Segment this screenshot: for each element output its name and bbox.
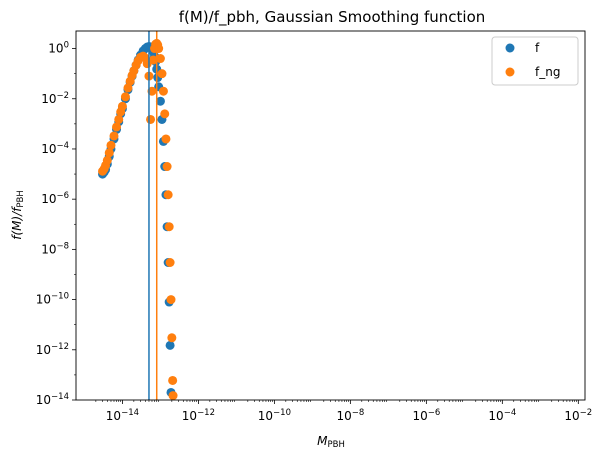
y-tick-label: 10−4 <box>41 141 69 156</box>
data-point <box>104 148 114 158</box>
legend: f f_ng <box>491 36 579 86</box>
data-point <box>160 109 170 119</box>
y-tick-label: 10−14 <box>36 392 69 407</box>
legend-marker-f-ng <box>505 67 515 77</box>
legend-label-f: f <box>535 41 540 55</box>
data-point <box>109 131 119 141</box>
x-tick-label: 10−14 <box>106 408 139 423</box>
data-point <box>148 55 158 65</box>
y-tick-label: 100 <box>48 41 69 56</box>
data-point <box>120 92 130 102</box>
data-point <box>164 222 174 232</box>
data-point <box>162 162 172 172</box>
data-point <box>117 101 127 111</box>
y-tick-label: 10−2 <box>41 91 69 106</box>
data-point <box>166 295 176 305</box>
x-tick-label: 10−4 <box>488 408 516 423</box>
data-point <box>158 86 168 96</box>
x-axis-ticks: 10−14 10−12 10−10 10−8 10−6 10−4 10−2 <box>95 400 592 423</box>
data-point <box>165 258 175 267</box>
data-point <box>106 140 116 150</box>
data-point <box>168 391 178 400</box>
data-point <box>168 375 178 385</box>
data-point <box>165 340 175 350</box>
y-tick-label: 10−8 <box>41 241 69 256</box>
y-axis-label: f(M)/fPBH <box>10 190 26 240</box>
x-axis-label: MPBH <box>317 434 345 450</box>
x-tick-label: 10−6 <box>412 408 440 423</box>
data-point <box>112 122 122 132</box>
x-tick-label: 10−10 <box>258 408 291 423</box>
x-tick-label: 10−8 <box>336 408 364 423</box>
data-point <box>114 114 124 124</box>
x-tick-label: 10−12 <box>182 408 215 423</box>
x-tick-label: 10−2 <box>564 408 592 423</box>
legend-marker-f <box>505 43 515 53</box>
chart-title: f(M)/f_pbh, Gaussian Smoothing function <box>179 8 486 27</box>
data-point <box>155 96 165 106</box>
y-tick-label: 10−10 <box>36 292 69 307</box>
data-point <box>161 134 171 144</box>
data-point <box>167 333 177 343</box>
legend-label-f-ng: f_ng <box>535 65 560 79</box>
data-point <box>102 155 112 165</box>
vertical-lines <box>148 31 158 400</box>
y-tick-label: 10−6 <box>41 191 69 206</box>
y-axis-ticks: 100 10−2 10−4 10−6 10−8 10−10 10−12 10−14 <box>36 41 76 407</box>
series-f-ng <box>98 38 178 400</box>
data-point <box>154 44 164 54</box>
data-point <box>146 114 156 124</box>
y-tick-label: 10−12 <box>36 342 69 357</box>
data-point <box>157 69 167 79</box>
data-point <box>155 54 165 64</box>
data-point <box>163 190 173 200</box>
data-point <box>147 86 157 96</box>
